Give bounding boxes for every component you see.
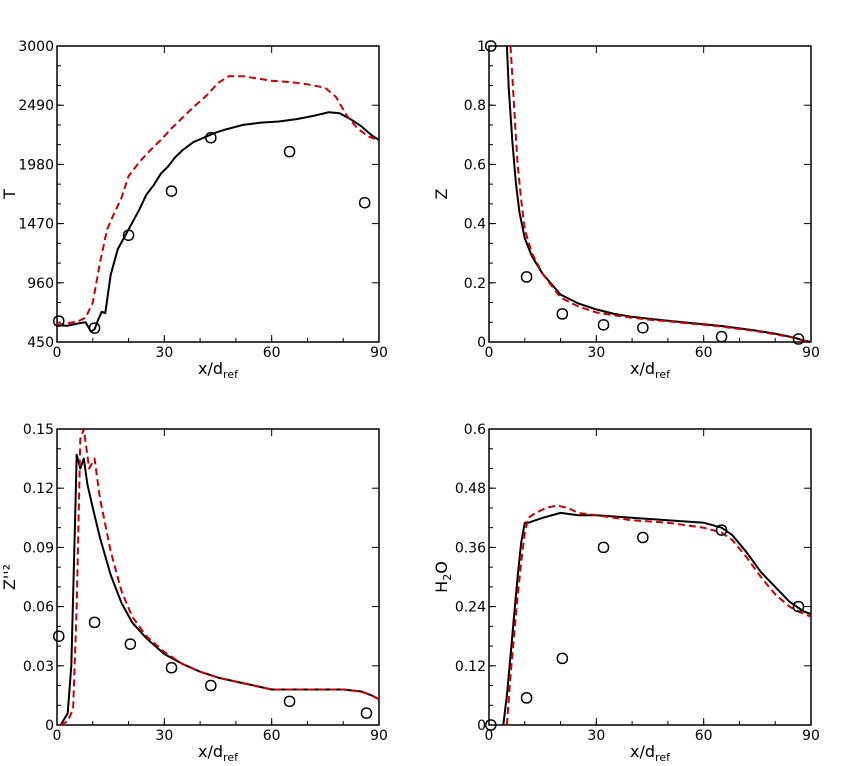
y-tick-label: 1980 (18, 157, 54, 173)
y-tick-label: 0.8 (464, 98, 486, 114)
plot-frame (488, 45, 812, 343)
series-group (59, 429, 379, 725)
panel-bottom-right: 0 30 60 90 0 0.12 0.24 0.36 0.48 0.6 x/dref H2O (432, 422, 820, 764)
data-point-marker (556, 308, 569, 320)
series-group (505, 46, 811, 342)
y-tick-label: 0 (477, 718, 486, 734)
series-line-dashed (60, 429, 379, 725)
series-group (502, 504, 811, 725)
data-point-marker (53, 315, 65, 327)
data-point-marker (124, 638, 137, 650)
data-point-marker (637, 322, 649, 334)
data-point-marker (358, 196, 371, 209)
x-tick-label: 0 (53, 345, 62, 361)
y-tick-label: 0.24 (455, 600, 486, 616)
y-tick-label: 0.2 (464, 276, 486, 292)
y-tick-label: 3000 (18, 39, 54, 55)
data-point-marker (637, 531, 649, 544)
y-tick-label: 0.12 (23, 481, 54, 497)
x-tick-label: 30 (155, 345, 173, 361)
data-point-marker (88, 322, 101, 334)
x-tick-label: 90 (370, 728, 388, 744)
y-tick-label: 2490 (18, 98, 54, 114)
y-tick-label: 0 (45, 718, 54, 734)
x-tick-label: 90 (802, 728, 820, 744)
x-tick-label: 90 (370, 345, 388, 361)
data-point-marker (165, 185, 178, 197)
data-point-marker (556, 652, 569, 665)
x-tick-label: 30 (155, 728, 173, 744)
data-point-marker (715, 524, 728, 536)
y-axis-label: Z (432, 188, 451, 199)
data-point-marker (205, 131, 217, 144)
panel-bottom-left: 0 30 60 90 0 0.03 0.06 0.09 0.12 0.15 x/dref Z''² (0, 422, 388, 764)
y-tick-label: 1470 (18, 217, 54, 233)
data-point-marker (122, 229, 135, 241)
series-line-dashed (509, 46, 811, 342)
series-line-solid (59, 453, 379, 725)
data-point-marker (715, 330, 728, 343)
x-tick-label: 60 (695, 728, 713, 744)
y-tick-label: 0.06 (23, 600, 54, 616)
x-axis-label: x/dref (630, 742, 671, 764)
data-point-marker (597, 541, 610, 554)
y-tick-label: 1 (477, 39, 486, 55)
data-point-marker (792, 600, 805, 613)
data-point-marker (165, 662, 178, 674)
y-tick-label: 0.36 (455, 540, 486, 556)
plot-frame (56, 428, 380, 726)
y-axis-label: H2O (432, 561, 454, 593)
y-tick-label: 0.15 (23, 422, 54, 438)
data-point-marker (792, 333, 805, 345)
data-point-marker (283, 695, 296, 708)
data-point-marker (283, 145, 296, 158)
x-tick-label: 30 (587, 728, 605, 744)
y-tick-label: 0.6 (464, 422, 486, 438)
data-point-marker (88, 616, 101, 629)
data-point-marker (205, 679, 217, 692)
y-tick-label: 0.4 (464, 217, 486, 233)
plot-frame (56, 45, 380, 343)
x-tick-label: 30 (587, 345, 605, 361)
panel-top-left: 0 30 60 90 450 960 1470 1980 2490 3000 x/dref T (0, 39, 388, 381)
y-tick-label: 0.12 (455, 659, 486, 675)
data-point-marker (360, 707, 373, 719)
x-axis-label: x/dref (198, 359, 239, 381)
data-point-marker (485, 719, 497, 731)
y-tick-label: 0.48 (455, 481, 486, 497)
x-axis-label: x/dref (198, 742, 239, 764)
x-tick-label: 60 (695, 345, 713, 361)
series-line-dashed (57, 75, 379, 326)
y-axis-label: Z''² (0, 564, 19, 590)
data-point-marker (53, 630, 65, 642)
series-line-solid (502, 511, 811, 725)
series-line-solid (57, 111, 379, 333)
panel-top-right: 0 30 60 90 0 0.2 0.4 0.6 0.8 1 x/dref Z (432, 39, 820, 381)
x-tick-label: 60 (263, 728, 281, 744)
y-tick-label: 0.03 (23, 659, 54, 675)
x-tick-label: 90 (802, 345, 820, 361)
y-tick-label: 960 (27, 276, 54, 292)
y-tick-label: 0.6 (464, 157, 486, 173)
data-point-marker (520, 271, 533, 283)
x-axis-label: x/dref (630, 359, 671, 381)
data-point-marker (520, 692, 533, 704)
series-line-dashed (505, 504, 811, 725)
x-tick-label: 0 (53, 728, 62, 744)
x-tick-label: 0 (485, 345, 494, 361)
plot-frame (488, 428, 812, 726)
y-tick-label: 0.09 (23, 540, 54, 556)
x-tick-label: 60 (263, 345, 281, 361)
data-point-marker (485, 40, 497, 52)
data-point-marker (597, 319, 610, 331)
y-tick-label: 0 (477, 335, 486, 351)
y-tick-label: 450 (27, 335, 54, 351)
series-line-solid (505, 46, 811, 342)
x-tick-label: 0 (485, 728, 494, 744)
y-axis-label: T (0, 189, 19, 200)
series-group (57, 75, 379, 333)
